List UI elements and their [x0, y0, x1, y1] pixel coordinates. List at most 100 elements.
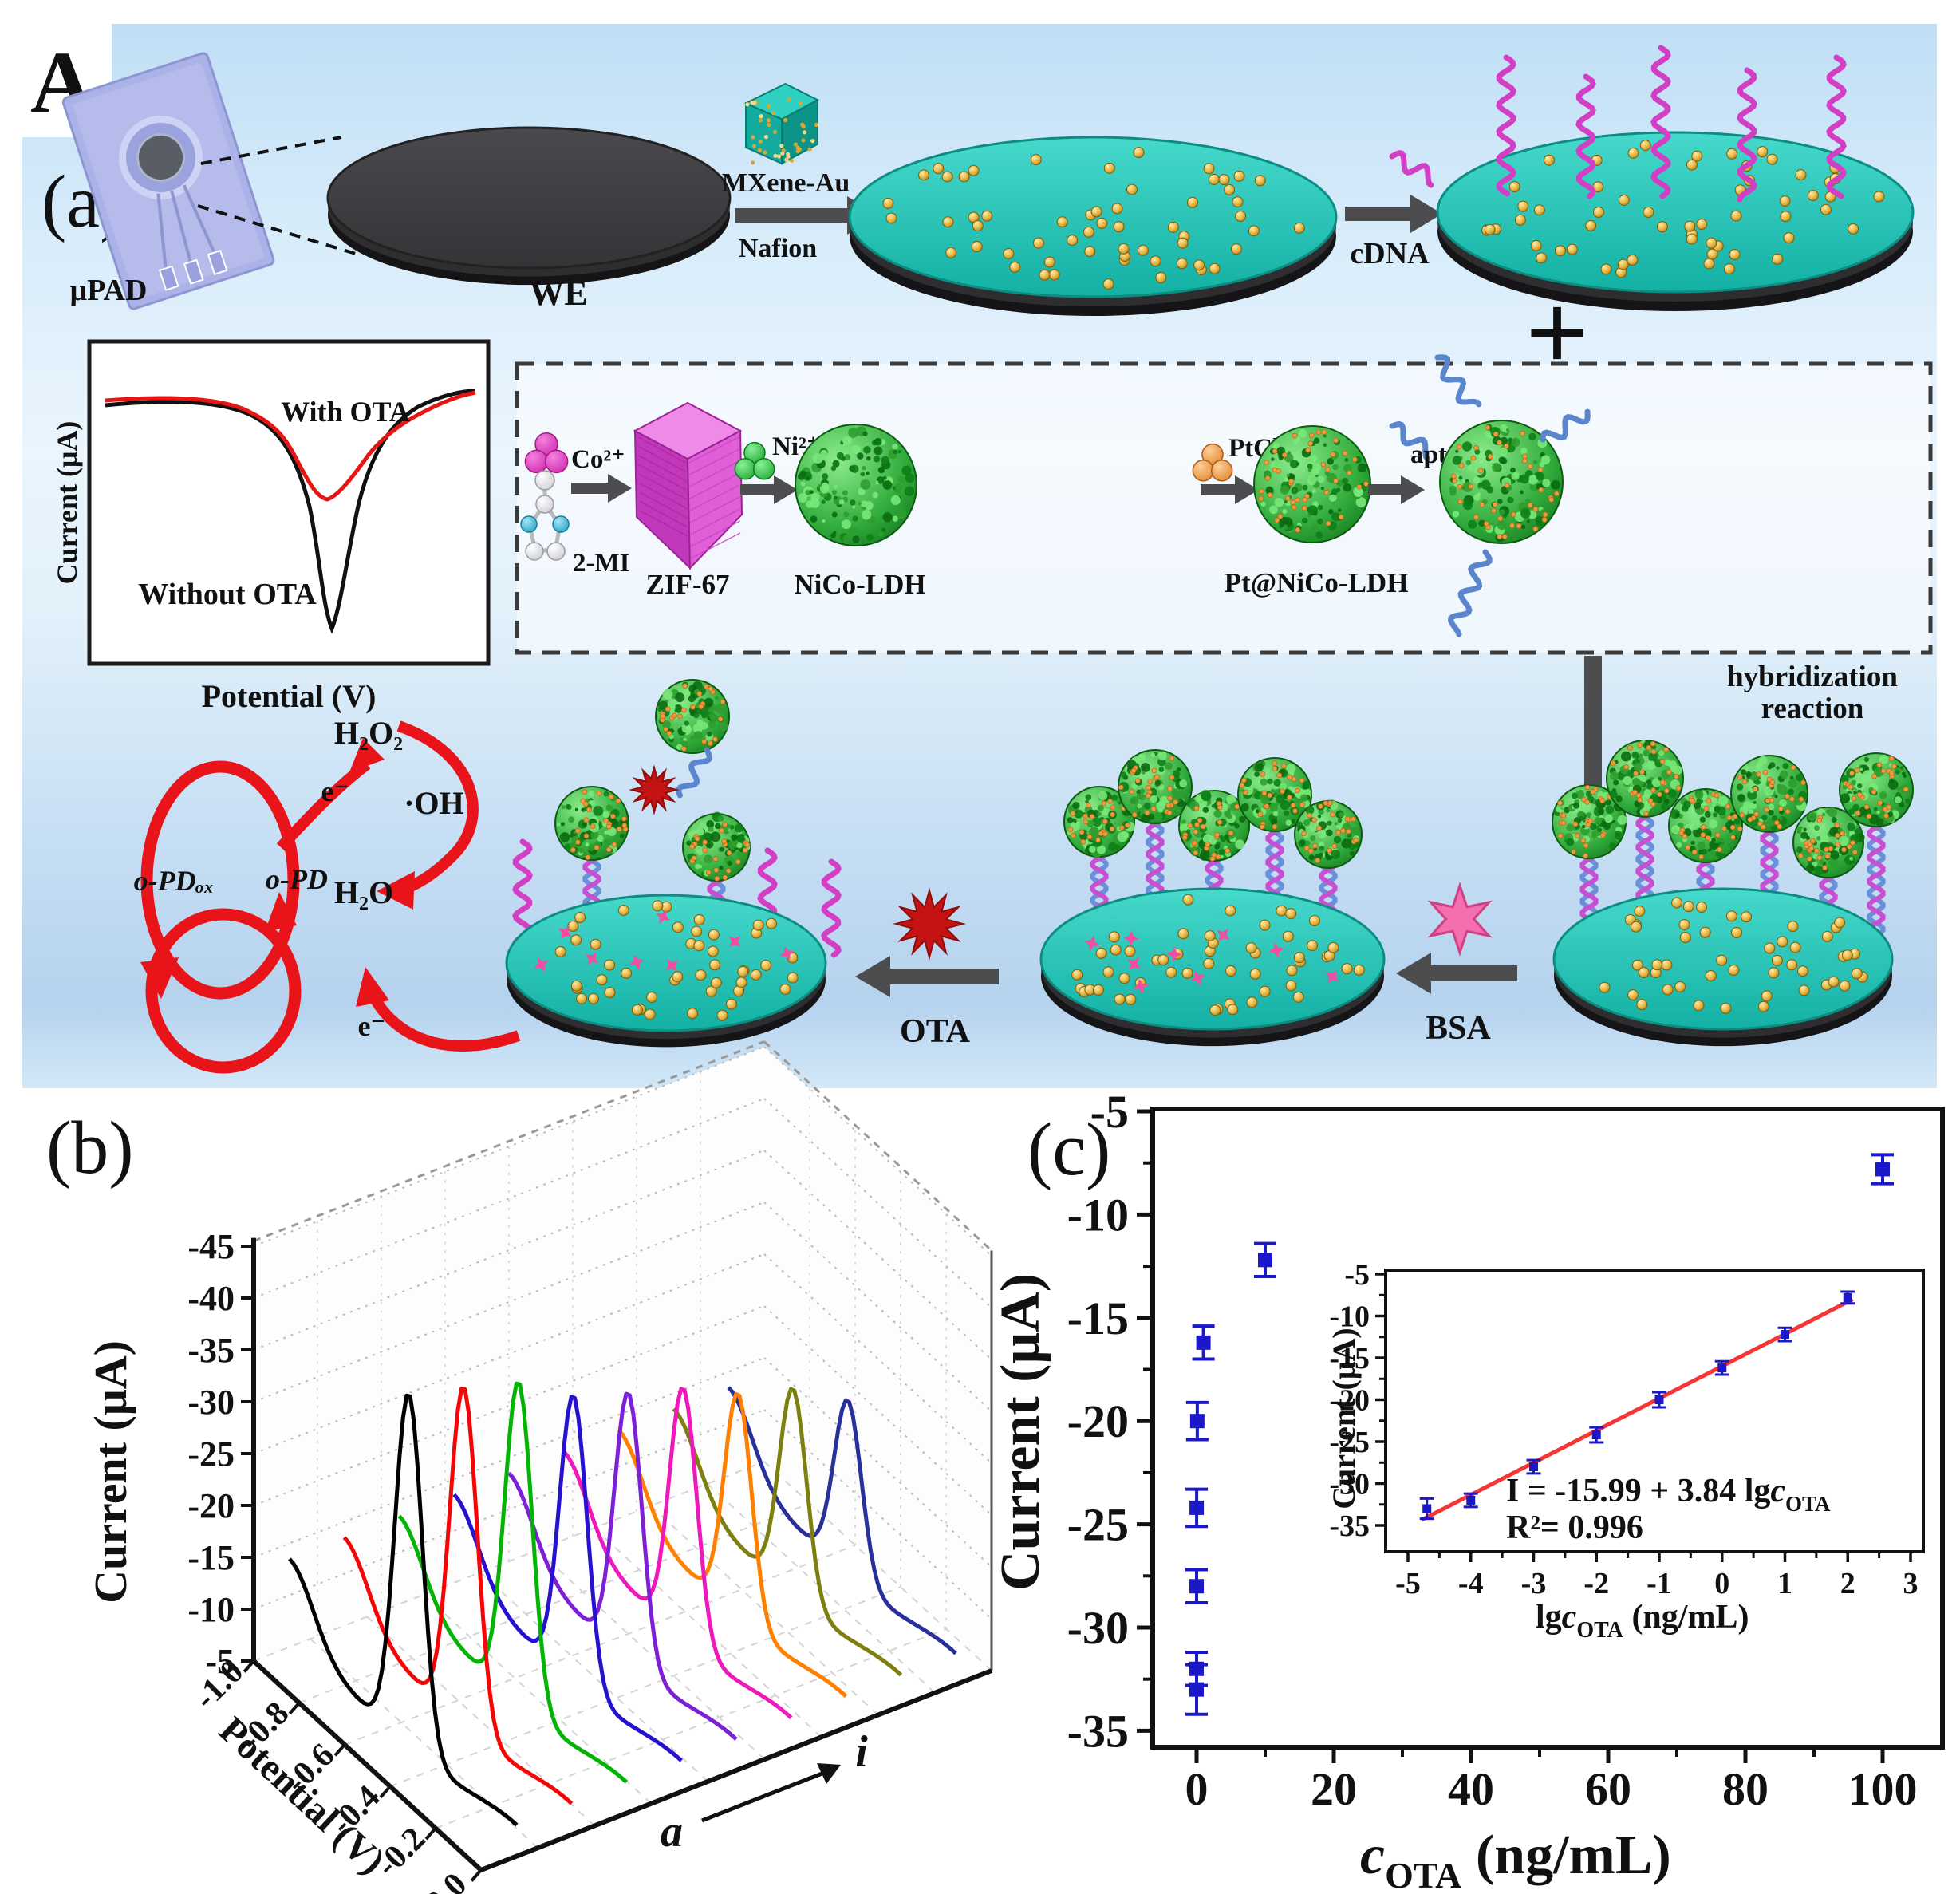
panel-b-series-a: a: [661, 1807, 683, 1857]
e-bottom-label: e⁻: [358, 1010, 386, 1042]
zoom-dash-top: [200, 136, 342, 165]
arrow-mxene: [735, 196, 879, 235]
cdna-strands: [1496, 45, 1847, 203]
arrow-ota: [855, 956, 999, 997]
svg-text:-35: -35: [187, 1331, 235, 1370]
arrow-zif: [571, 474, 632, 503]
dpv-inset: With OTA Without OTA Current (μA) Potent…: [51, 339, 491, 714]
svg-text:-10: -10: [187, 1590, 235, 1629]
fit-equation: I = -15.99 + 3.84 lgcOTA: [1506, 1473, 1831, 1516]
svg-text:-25: -25: [187, 1434, 235, 1474]
dpv-curve-without-ota: [105, 389, 476, 634]
svg-text:-5: -5: [1395, 1567, 1421, 1600]
synthesis-dashed-box: [515, 361, 1933, 655]
bsa-label: BSA: [1426, 1010, 1491, 1047]
svg-text:-3: -3: [1521, 1567, 1547, 1600]
svg-text:0.0: 0.0: [419, 1866, 475, 1894]
arrow-hybridization: [1571, 656, 1615, 855]
svg-text:-25: -25: [1067, 1499, 1129, 1551]
opdox-label: o-PDₒₓ: [134, 865, 215, 897]
svg-text:40: 40: [1448, 1763, 1494, 1815]
svg-text:-15: -15: [187, 1538, 235, 1577]
bound-ota-star: [629, 764, 680, 815]
apta-ball-strands: [1434, 354, 1591, 637]
panel-b-ylabel: Current (μA): [85, 1340, 136, 1604]
nico-ldh-ball: [795, 424, 917, 546]
svg-text:60: 60: [1585, 1763, 1631, 1815]
mi-label: 2-MI: [573, 549, 629, 578]
ota-label: OTA: [900, 1013, 971, 1050]
redox-cycle: H₂O₂ e⁻ ·OH H₂O o-PDₒₓ o-PD e⁻: [134, 715, 521, 1074]
svg-text:-20: -20: [1329, 1384, 1370, 1418]
ni-spheres: [734, 441, 775, 480]
svg-text:-30: -30: [1329, 1468, 1370, 1501]
svg-text:-10: -10: [1067, 1189, 1129, 1241]
zif67-crystal: [633, 401, 743, 570]
nico-label: NiCo-LDH: [794, 569, 925, 600]
dpv-xlabel: Potential (V): [202, 678, 377, 714]
mxene-au-cube: [743, 82, 820, 165]
panel-c-xlabel: cOTA (ng/mL): [1360, 1825, 1671, 1894]
panel-c-chart: 0 20 40 60 80 100-5-10-15-20-25-30-35-5 -4 -3 -2…: [1067, 1086, 1945, 1815]
oh-label: ·OH: [404, 785, 464, 821]
hybridization-label-2: reaction: [1761, 692, 1864, 725]
bsa-blocked-disk: [1039, 749, 1386, 1047]
svg-text:0: 0: [1714, 1567, 1729, 1600]
svg-text:-5: -5: [1344, 1258, 1370, 1292]
released-probe-strand: [676, 747, 713, 799]
we-label: WE: [529, 274, 587, 313]
svg-text:-15: -15: [1329, 1342, 1370, 1375]
opd-label: o-PD: [266, 863, 328, 895]
cdna-label: cDNA: [1350, 237, 1430, 270]
svg-text:-35: -35: [1067, 1705, 1129, 1757]
svg-text:80: 80: [1722, 1763, 1769, 1815]
e-top-label: e⁻: [321, 775, 349, 807]
svg-text:-40: -40: [187, 1279, 235, 1318]
svg-text:-10: -10: [1329, 1300, 1370, 1334]
arrow-ptnico: [1201, 475, 1259, 504]
we-disk: [326, 126, 732, 286]
panel-b-series-i: i: [855, 1727, 868, 1777]
svg-text:-30: -30: [187, 1383, 235, 1422]
mi-molecule: [520, 470, 570, 561]
ota-bound-disk: [505, 679, 842, 1048]
panel-c-inset-ylabel: Current (μA): [1326, 1328, 1362, 1509]
svg-text:1: 1: [1777, 1567, 1792, 1600]
upad-device: [61, 52, 357, 310]
co-label: Co²⁺: [571, 445, 625, 474]
bsa-star: [1427, 882, 1493, 957]
svg-text:-20: -20: [1067, 1395, 1129, 1447]
panel-c-inset-xlabel: lgcOTA (ng/mL): [1536, 1599, 1749, 1643]
zif-label: ZIF-67: [646, 569, 730, 600]
panel-b-chart: -45-40-35-30-25-20-15-10-5-1.0-0.8-0.6-0…: [187, 1040, 993, 1894]
zoom-dash-bottom: [197, 204, 357, 255]
arrow-cdna: [1345, 195, 1442, 233]
cdna-squiggle: [1389, 150, 1434, 188]
ota-star: [893, 887, 966, 961]
panel-c-label: (c): [1027, 1108, 1110, 1191]
ptnico-label: Pt@NiCo-LDH: [1225, 567, 1409, 598]
arrow-apta: [1368, 475, 1425, 504]
hybridized-disk: [1552, 740, 1914, 1047]
arrow-bsa: [1396, 953, 1517, 994]
svg-text:-30: -30: [1067, 1602, 1129, 1654]
with-ota-label: With OTA: [281, 396, 410, 428]
co-spheres: [524, 432, 569, 474]
ptcl-spheres: [1192, 443, 1233, 482]
arrow-nico: [740, 475, 798, 504]
svg-text:-5: -5: [205, 1642, 235, 1681]
mxene-label: MXene-Au: [722, 168, 850, 198]
dpv-ylabel: Current (μA): [51, 421, 83, 585]
panel-b-label: (b): [46, 1107, 134, 1190]
mxene-disk: [848, 136, 1338, 316]
svg-text:-20: -20: [187, 1486, 235, 1525]
svg-text:0: 0: [1185, 1763, 1209, 1815]
svg-text:100: 100: [1848, 1763, 1918, 1815]
svg-text:-35: -35: [1329, 1509, 1370, 1543]
apta-squiggle: [1389, 420, 1431, 462]
without-ota-label: Without OTA: [138, 578, 317, 611]
svg-text:20: 20: [1311, 1763, 1357, 1815]
fit-r-squared: R²= 0.996: [1506, 1509, 1643, 1546]
